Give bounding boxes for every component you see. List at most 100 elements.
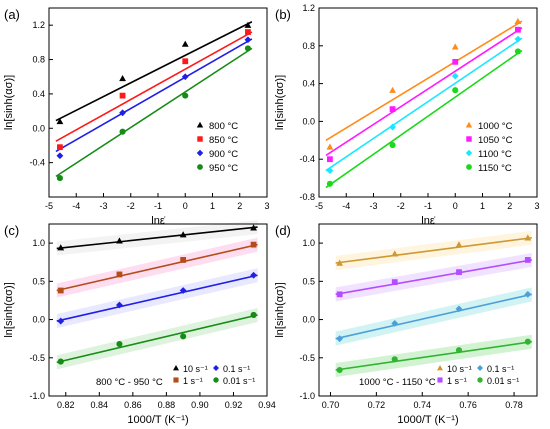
x-tick-label: 1 <box>210 201 215 211</box>
data-point-s0-3 <box>250 224 257 231</box>
y-tick-label: -0.5 <box>29 353 45 363</box>
data-point-s1-3 <box>524 257 531 263</box>
data-point-s0-1 <box>116 237 123 244</box>
x-tick-label: 3 <box>534 201 539 211</box>
x-tick-label: 0.70 <box>322 400 340 410</box>
y-tick-label: 0.4 <box>302 79 315 89</box>
x-tick-label: 0.90 <box>191 400 209 410</box>
x-tick-label: 0.78 <box>505 400 523 410</box>
y-axis-label: ln[sinh(ασ)] <box>3 75 15 130</box>
data-point-s1-2 <box>456 269 462 276</box>
y-tick-label: 0.5 <box>302 276 315 286</box>
x-tick-label: 0.94 <box>258 400 276 410</box>
data-point-s3-0 <box>56 175 63 182</box>
y-tick-label: 0.5 <box>32 276 45 286</box>
x-axis-label: lnε̇ <box>151 215 165 227</box>
plot-frame <box>318 223 538 397</box>
data-point-s2-3 <box>250 271 257 279</box>
fit-line-2 <box>325 37 523 172</box>
y-tick-label: -1.0 <box>29 391 45 401</box>
data-point-s3-3 <box>250 311 257 319</box>
data-point-s3-1 <box>389 141 396 149</box>
data-point-s2-2 <box>451 72 459 80</box>
y-tick-label: -1.0 <box>299 391 315 401</box>
data-point-s3-1 <box>391 356 398 363</box>
data-point-s0-0 <box>336 259 344 266</box>
data-point-s1-1 <box>116 271 123 278</box>
legend-marker <box>437 377 443 383</box>
y-tick-label: 0.0 <box>302 116 315 126</box>
fit-line-3 <box>56 314 258 364</box>
data-point-s1-0 <box>57 287 64 294</box>
data-point-s2-2 <box>455 305 463 313</box>
panel-d: 0.70 0.72 0.74 0.76 0.78 -1.0 -0.5 0.0 0.5 1.0 10 … <box>274 223 538 426</box>
x-axis-label: 1000/T (K⁻¹) <box>127 414 188 426</box>
legend-label: 1 s⁻¹ <box>447 376 467 386</box>
data-point-s0-0 <box>326 143 334 150</box>
legend-marker <box>465 149 473 157</box>
legend-label: 10 s⁻¹ <box>447 364 472 374</box>
panel-b: -5 -4 -3 -2 -1 0 1 2 3 -0.8 -0.4 0.0 0.4 0.8 1.2 1000 °… <box>274 3 540 227</box>
y-tick-label: 1.0 <box>302 238 315 248</box>
fit-line-0 <box>335 236 532 264</box>
x-tick-label: 1 <box>480 201 485 211</box>
y-tick-label: -0.4 <box>299 154 315 164</box>
legend-label: 1100 °C <box>478 149 512 160</box>
data-point-s0-2 <box>179 231 187 238</box>
x-tick-label: -4 <box>72 201 80 211</box>
fit-line-1 <box>335 259 532 296</box>
data-point-s0-3 <box>514 17 522 24</box>
legend-marker <box>466 136 472 142</box>
data-point-s3-1 <box>116 340 123 348</box>
fit-line-0 <box>56 226 258 250</box>
data-point-s2-1 <box>389 123 396 131</box>
x-tick-label: 3 <box>264 201 269 211</box>
y-axis-label: ln[sinh(ασ)] <box>274 282 286 337</box>
legend-label: 850 °C <box>209 135 238 146</box>
legend-label: 0.01 s⁻¹ <box>487 376 519 386</box>
fit-line-1 <box>56 243 258 292</box>
data-point-s1-0 <box>327 156 333 163</box>
legend-marker <box>465 121 473 128</box>
data-point-s0-2 <box>451 43 459 50</box>
fit-line-1 <box>55 31 253 142</box>
y-tick-label: 0.8 <box>32 55 45 65</box>
panel-label: (d) <box>275 223 291 238</box>
legend-label: 10 s⁻¹ <box>183 364 208 374</box>
legend-marker <box>196 149 204 157</box>
legend-marker <box>466 164 472 170</box>
data-point-s1-1 <box>391 279 398 285</box>
data-point-s2-0 <box>326 167 334 174</box>
panel-label: (b) <box>275 7 291 22</box>
y-axis-label: ln[sinh(ασ)] <box>274 75 286 130</box>
y-tick-label: 1.2 <box>302 3 315 13</box>
legend-label: 1000 °C <box>478 121 513 132</box>
x-axis-label: lnε̇ <box>421 215 435 227</box>
fit-line-3 <box>335 340 532 371</box>
x-tick-label: -5 <box>45 201 53 211</box>
legend-marker <box>213 377 219 383</box>
x-tick-label: 0.82 <box>57 400 75 410</box>
legend-marker <box>173 377 179 383</box>
data-point-s3-2 <box>182 92 189 99</box>
y-tick-label: 0.0 <box>32 315 45 325</box>
data-point-s1-3 <box>250 241 257 248</box>
y-tick-label: -0.8 <box>299 192 315 202</box>
x-tick-label: 0 <box>183 201 188 211</box>
data-point-s2-1 <box>119 109 126 117</box>
data-point-s1-2 <box>452 58 459 65</box>
x-tick-label: -1 <box>424 201 432 211</box>
legend-label: 1150 °C <box>478 163 512 174</box>
x-tick-label: 0.72 <box>368 400 386 410</box>
legend-marker <box>197 136 203 142</box>
data-point-s2-3 <box>514 35 522 43</box>
data-point-s2-2 <box>179 287 187 294</box>
data-point-s0-0 <box>57 244 65 251</box>
x-tick-label: -4 <box>342 201 350 211</box>
legend-marker <box>197 164 203 170</box>
fit-line-3 <box>55 47 253 178</box>
x-tick-label: 0 <box>453 201 458 211</box>
fit-line-0 <box>325 20 523 141</box>
x-tick-label: 0.74 <box>413 400 431 410</box>
plot-frame <box>48 223 268 397</box>
